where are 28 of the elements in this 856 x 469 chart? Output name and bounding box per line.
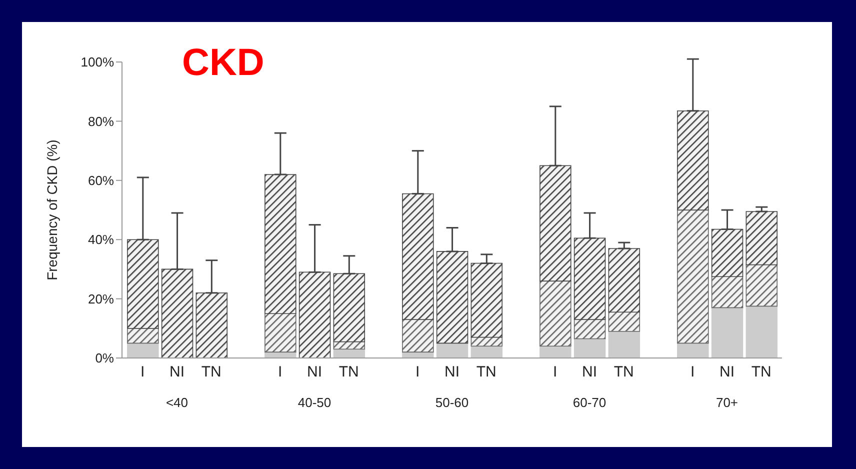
chart-title: CKD bbox=[182, 42, 264, 85]
text: 70+ bbox=[716, 395, 738, 410]
y-tick-label: 40% bbox=[88, 232, 114, 248]
y-tick-label: 20% bbox=[88, 291, 114, 306]
x-tick-label: NI bbox=[307, 364, 322, 381]
x-tick-label: TN bbox=[751, 364, 772, 381]
x-tick-label: TN bbox=[201, 364, 222, 381]
y-tick-label: 0% bbox=[95, 350, 114, 366]
y-tick-label: 60% bbox=[88, 173, 114, 188]
x-tick-label: I bbox=[278, 364, 282, 381]
x-tick-label: I bbox=[416, 364, 420, 381]
x-tick-label: I bbox=[553, 364, 558, 381]
x-tick-label: NI bbox=[720, 364, 734, 381]
y-axis-title: Frequency of CKD (%) bbox=[44, 140, 60, 280]
x-tick-label: TN bbox=[338, 364, 359, 381]
x-tick-label: I bbox=[140, 364, 145, 381]
text: 50-60 bbox=[435, 395, 469, 410]
x-tick-label: NI bbox=[444, 364, 460, 381]
y-tick-label: 100% bbox=[80, 54, 114, 70]
x-tick-label: TN bbox=[476, 364, 496, 381]
text: 60-70 bbox=[572, 395, 606, 410]
text: 40-50 bbox=[298, 395, 332, 410]
x-tick-label: NI bbox=[582, 364, 597, 381]
text: <40 bbox=[166, 395, 188, 410]
x-tick-label: NI bbox=[170, 364, 184, 381]
x-tick-label: TN bbox=[614, 364, 634, 381]
y-tick-label: 80% bbox=[88, 114, 114, 129]
x-tick-label: I bbox=[690, 364, 695, 381]
